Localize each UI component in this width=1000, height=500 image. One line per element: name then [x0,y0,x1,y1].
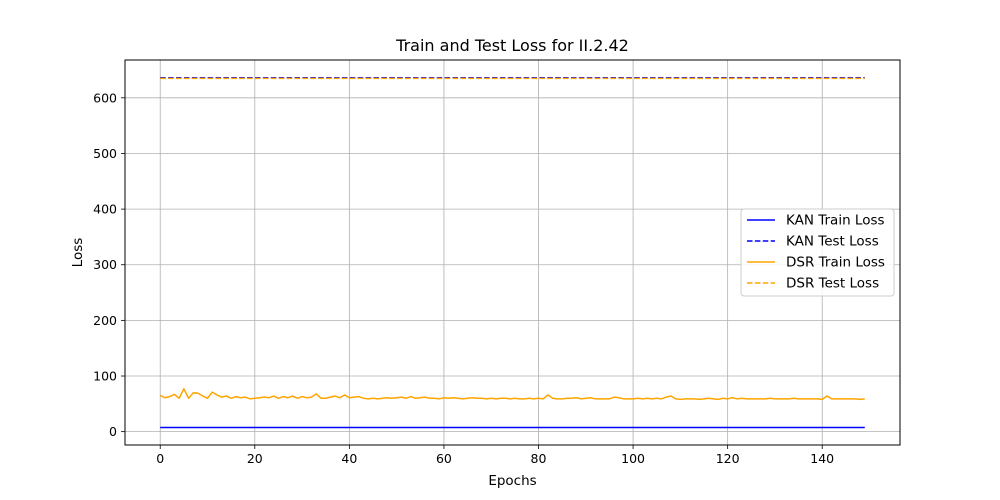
series-line-2 [159,388,865,401]
plot-frame [124,59,901,446]
legend: KAN Train Loss KAN Test Loss DSR Train Los… [740,208,895,297]
x-tick-label: 20 [247,451,263,466]
legend-box [740,208,895,297]
legend-label-0: KAN Train Loss [786,213,885,229]
series-lines [159,77,865,429]
y-tick-label: 100 [93,369,117,384]
x-tick-label: 100 [621,451,645,466]
x-tick-label: 60 [436,451,452,466]
y-tick-label: 300 [93,257,117,272]
x-tick-label: 140 [810,451,834,466]
x-tick-label: 40 [341,451,357,466]
axis-ticks: 0 20 40 60 80 100 120 140 0 100 200 300 400 500 600 [93,90,834,466]
legend-label-3: DSR Test Loss [786,276,879,292]
y-tick-label: 600 [93,90,117,105]
y-tick-label: 400 [93,202,117,217]
x-axis-label: Epochs [488,473,536,489]
y-axis-label: Loss [70,238,86,268]
chart-title: Train and Test Loss for II.2.42 [395,36,629,55]
y-tick-label: 500 [93,146,117,161]
legend-label-1: KAN Test Loss [786,234,879,250]
x-tick-label: 80 [531,451,547,466]
y-tick-label: 0 [109,424,117,439]
x-tick-label: 0 [156,451,164,466]
x-tick-label: 120 [716,451,740,466]
grid [125,60,900,445]
y-tick-label: 200 [93,313,117,328]
legend-label-2: DSR Train Loss [786,255,885,271]
